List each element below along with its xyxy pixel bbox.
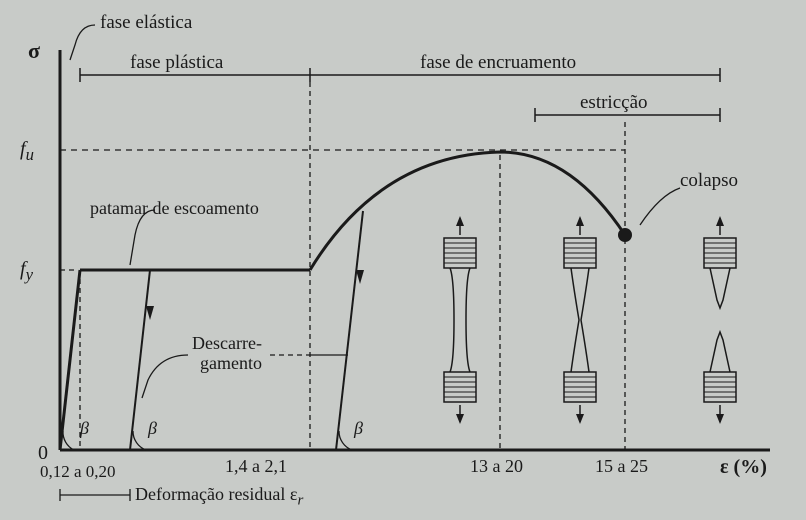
fu-label: fu — [20, 138, 34, 165]
phase-necking-label: estricção — [580, 92, 648, 114]
beta-arc-1 — [63, 431, 74, 450]
plateau-label: patamar de escoamento — [90, 198, 259, 219]
stress-strain-diagram: fase elástica σ fase plástica fase de en… — [0, 0, 806, 520]
beta-arc-2 — [133, 431, 146, 450]
specimen-uniform-icon — [444, 216, 476, 424]
unloading-label-2: gamento — [200, 353, 262, 374]
specimen-necking-icon — [564, 216, 596, 424]
sigma-label: σ — [28, 38, 40, 64]
unloading-label-1: Descarre- — [192, 333, 262, 354]
phase-elastic-label: fase elástica — [100, 12, 192, 34]
curve-elastic — [60, 270, 80, 450]
residual-label: Deformação residual εr — [135, 484, 303, 510]
phase-plastic-label: fase plástica — [130, 52, 223, 74]
epsilon-label: ε (%) — [720, 456, 767, 479]
xtick-3: 13 a 20 — [470, 456, 523, 477]
curve-hardening — [310, 152, 625, 270]
xtick-1: 0,12 a 0,20 — [40, 462, 116, 482]
elastic-leader — [70, 25, 95, 60]
collapse-leader — [640, 188, 680, 225]
collapse-label: colapso — [680, 170, 738, 192]
specimen-fracture-icon — [704, 216, 736, 424]
phase-hardening-label: fase de encruamento — [420, 52, 576, 74]
beta-arc-3 — [339, 431, 352, 450]
xtick-2: 1,4 a 2,1 — [225, 456, 287, 477]
xtick-4: 15 a 25 — [595, 456, 648, 477]
fy-label: fy — [20, 258, 33, 285]
collapse-point — [618, 228, 632, 242]
unload-line-2 — [336, 211, 363, 450]
unload-line-1 — [130, 270, 150, 450]
beta-1: β — [80, 418, 89, 439]
diagram-svg — [0, 0, 806, 520]
beta-3: β — [354, 418, 363, 439]
beta-2: β — [148, 418, 157, 439]
